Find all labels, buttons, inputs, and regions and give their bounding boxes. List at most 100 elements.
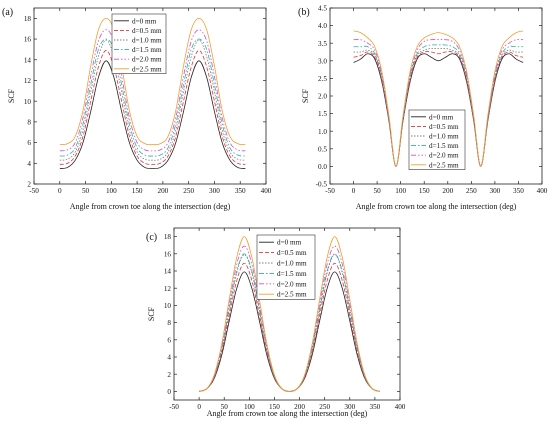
x-tick-label: 0	[58, 187, 62, 195]
legend-label: d=1.0 mm	[132, 37, 162, 45]
series-line-1	[59, 60, 246, 169]
x-tick-label: -50	[169, 403, 179, 411]
x-tick-label: 200	[294, 403, 305, 411]
y-tick-label: 2	[167, 371, 171, 379]
y-tick-label: 8	[27, 118, 31, 126]
y-tick-label: 2	[27, 181, 31, 189]
panel-label: (b)	[298, 7, 310, 18]
x-tick-label: -50	[29, 187, 39, 195]
y-tick-label: 16	[164, 250, 172, 258]
x-axis-label: Angle from crown toe along the intersect…	[70, 202, 231, 211]
y-tick-label: 10	[164, 302, 172, 310]
legend-label: d=1.0 mm	[429, 133, 459, 141]
x-tick-label: 350	[235, 187, 246, 195]
x-tick-label: 50	[221, 403, 229, 411]
y-axis-label: SCF	[7, 88, 16, 103]
plot-frame	[33, 7, 267, 185]
x-tick-label: 50	[82, 187, 90, 195]
legend-label: d=2.5 mm	[277, 291, 307, 299]
y-tick-label: 6	[167, 336, 171, 344]
legend-label: d=2.5 mm	[132, 65, 162, 73]
legend-label: d=1.0 mm	[277, 260, 307, 268]
legend-label: d=1.5 mm	[132, 46, 162, 54]
y-tick-label: 14	[164, 268, 172, 276]
legend-label: d=1.5 mm	[429, 142, 459, 150]
y-tick-label: 6	[27, 139, 31, 147]
x-tick-label: 100	[244, 403, 255, 411]
x-tick-label: 350	[513, 187, 524, 195]
legend-label: d=0 mm	[277, 239, 302, 247]
legend-label: d=2.5 mm	[429, 161, 459, 169]
y-tick-label: 18	[24, 15, 32, 23]
y-tick-label: 3.5	[318, 40, 327, 48]
series-line-3	[353, 47, 524, 167]
y-tick-label: 4	[167, 354, 171, 362]
series-line-5	[198, 245, 381, 392]
chart-panel-1: (a) -50 0 50 100 150 200 250 300 350 400 2 4 6 8 10 12 14…	[2, 7, 272, 211]
x-tick-label: 100	[395, 187, 406, 195]
x-axis-label: Angle from crown toe along the intersect…	[356, 202, 517, 211]
x-tick-label: 250	[183, 187, 194, 195]
legend-label: d=0.5 mm	[132, 27, 162, 35]
series-line-6	[198, 236, 381, 392]
panel-label: (a)	[2, 7, 13, 18]
legend: d=0 mm d=0.5 mm d=1.0 mm d=1.5 mm d=2.0 mm d=…	[256, 234, 316, 300]
legend-box	[111, 13, 167, 74]
series-line-6	[353, 30, 524, 167]
x-tick-label: 300	[489, 187, 500, 195]
plot-frame	[173, 227, 401, 401]
x-tick-label: 150	[269, 403, 280, 411]
series-line-2	[198, 262, 381, 392]
legend-label: d=2.0 mm	[132, 56, 162, 64]
y-tick-label: 12	[164, 285, 172, 293]
y-tick-label: 0.0	[318, 163, 327, 171]
series-line-5	[353, 39, 524, 167]
y-tick-label: 0	[167, 388, 171, 396]
series-line-3	[59, 39, 246, 161]
y-tick-label: 14	[24, 56, 32, 64]
x-tick-label: 250	[466, 187, 477, 195]
y-tick-label: 4	[27, 160, 31, 168]
legend-label: d=0.5 mm	[277, 249, 307, 257]
x-tick-label: 400	[395, 403, 406, 411]
legend-label: d=2.0 mm	[429, 152, 459, 160]
legend: d=0 mmd=0.5 mmd=1.0 mmd=1.5 mmd=2.0 mmd=…	[111, 13, 167, 74]
legend-label: d=0.5 mm	[429, 123, 459, 131]
y-axis-label: SCF	[147, 306, 156, 321]
series-line-4	[59, 38, 246, 157]
x-tick-label: 0	[197, 403, 201, 411]
y-tick-label: 3.0	[318, 57, 327, 65]
y-tick-label: 10	[24, 98, 32, 106]
panel-label: (c)	[146, 232, 157, 243]
x-tick-label: 400	[537, 187, 548, 195]
x-tick-label: 100	[106, 187, 117, 195]
x-tick-label: 400	[261, 187, 272, 195]
x-tick-label: 300	[344, 403, 355, 411]
legend-box	[408, 109, 466, 170]
x-tick-label: -50	[325, 187, 335, 195]
y-tick-label: 2.5	[318, 75, 327, 83]
x-tick-label: 200	[157, 187, 168, 195]
series-line-4	[198, 253, 381, 392]
legend-box	[256, 234, 316, 300]
legend-label: d=1.5 mm	[277, 270, 307, 278]
series-line-2	[59, 50, 246, 165]
chart-panel-2: (b) -50 0 50 100 150 200 250 300 350 400 -0.5 0.0 0.5…	[298, 5, 548, 211]
y-tick-label: 1.5	[318, 110, 327, 118]
chart-panel-3: (c) -50 0 50 100 150 200 250 300 350 400 0 2 4 6 8 10 12 1…	[146, 227, 406, 418]
x-tick-label: 250	[319, 403, 330, 411]
x-axis-label: Angle from crown toe along the intersect…	[207, 409, 368, 418]
y-tick-label: 1.0	[318, 128, 327, 136]
x-tick-label: 300	[209, 187, 220, 195]
legend: d=0 mmd=0.5 mmd=1.0 mmd=1.5 mmd=2.0 mmd=…	[408, 109, 466, 170]
y-tick-label: 16	[24, 36, 32, 44]
x-tick-label: 150	[132, 187, 143, 195]
y-tick-label: 12	[24, 77, 32, 85]
series-line-6	[59, 17, 246, 146]
y-axis-label: SCF	[301, 88, 310, 103]
y-tick-label: 18	[164, 233, 172, 241]
y-tick-label: 4.5	[318, 5, 327, 13]
legend-label: d=2.0 mm	[277, 280, 307, 288]
y-tick-label: 8	[167, 319, 171, 327]
